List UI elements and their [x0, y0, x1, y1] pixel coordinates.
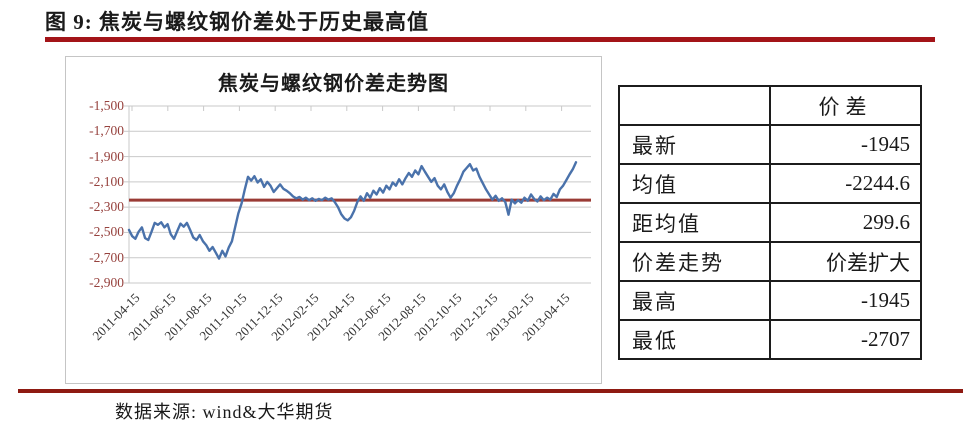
- row-value: -1945: [769, 124, 922, 165]
- table-row: 最低 -2707: [618, 319, 922, 360]
- figure-title: 图 9: 焦炭与螺纹钢价差处于历史最高值: [45, 10, 429, 34]
- y-tick-label: -1,500: [89, 98, 124, 113]
- row-label: 价差走势: [618, 241, 771, 282]
- chart-title: 焦炭与螺纹钢价差走势图: [218, 73, 449, 95]
- spread-chart-panel: 焦炭与螺纹钢价差走势图 -1,500 -1,700 -1,900 -2,100 -2,3…: [65, 56, 602, 384]
- footer-rule: [18, 389, 963, 393]
- table-row: 最高 -1945: [618, 280, 922, 321]
- y-tick-label: -2,100: [89, 173, 124, 189]
- row-label: 最高: [618, 280, 771, 321]
- header-spread-cell: 价差: [769, 85, 922, 126]
- y-tick-label: -1,900: [89, 148, 124, 164]
- table-header-row: 价差: [618, 85, 922, 126]
- row-value: 价差扩大: [769, 241, 922, 282]
- y-tick-label: -2,900: [89, 275, 124, 290]
- spread-line-chart: [124, 105, 591, 284]
- y-tick-label: -2,500: [89, 224, 124, 240]
- row-value: 299.6: [769, 202, 922, 243]
- header-empty-cell: [618, 85, 771, 126]
- table-row: 均值 -2244.6: [618, 163, 922, 204]
- spread-series-line: [127, 161, 578, 260]
- row-label: 均值: [618, 163, 771, 204]
- row-value: -2244.6: [769, 163, 922, 204]
- row-label: 距均值: [618, 202, 771, 243]
- table-row: 价差走势 价差扩大: [618, 241, 922, 282]
- y-tick-label: -1,700: [89, 123, 124, 139]
- table-row: 最新 -1945: [618, 124, 922, 165]
- row-value: -2707: [769, 319, 922, 360]
- row-label: 最新: [618, 124, 771, 165]
- y-tick-label: -2,700: [89, 249, 124, 265]
- table-row: 距均值 299.6: [618, 202, 922, 243]
- y-tick-label: -2,300: [89, 199, 124, 215]
- title-underline-rule: [45, 37, 935, 42]
- row-label: 最低: [618, 319, 771, 360]
- spread-stats-table: 价差 最新 -1945 均值 -2244.6 距均值 299.6 价差走势 价差扩大 最高 -194…: [618, 85, 922, 360]
- row-value: -1945: [769, 280, 922, 321]
- data-source-note: 数据来源: wind&大华期货: [115, 402, 334, 422]
